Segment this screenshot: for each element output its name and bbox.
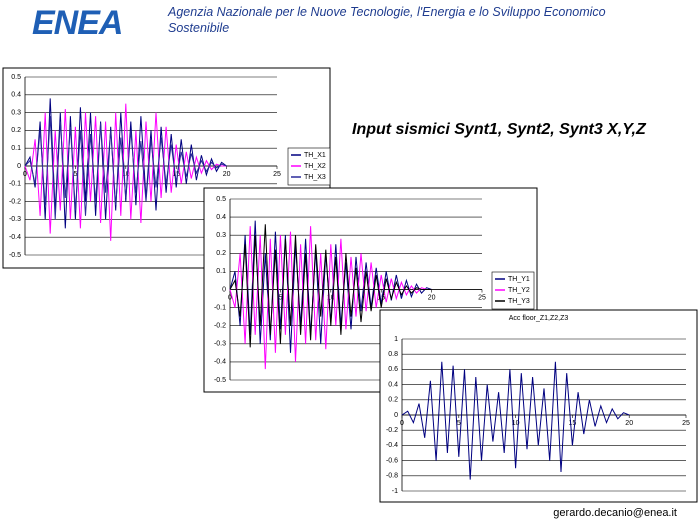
y-tick-label: 0.4: [11, 92, 21, 99]
y-tick-label: 0.3: [11, 109, 21, 116]
y-tick-label: 0: [222, 286, 226, 293]
y-tick-label: -0.6: [386, 457, 398, 464]
y-tick-label: 0.1: [216, 268, 226, 275]
legend-label: TH_Y1: [508, 276, 530, 283]
slide-title: Input sismici Synt1, Synt2, Synt3 X,Y,Z: [352, 121, 647, 138]
x-tick-label: 5: [73, 171, 77, 178]
y-tick-label: 0.2: [216, 250, 226, 257]
x-tick-label: 5: [457, 420, 461, 427]
x-tick-label: 10: [122, 171, 130, 178]
y-tick-label: 1: [394, 336, 398, 343]
y-tick-label: 0.5: [216, 196, 226, 203]
y-tick-label: -0.3: [9, 216, 21, 223]
x-tick-label: 25: [478, 294, 486, 301]
y-tick-label: -0.2: [214, 323, 226, 330]
footer-email: gerardo.decanio@enea.it: [553, 507, 677, 519]
y-tick-label: -0.3: [214, 341, 226, 348]
y-tick-label: 0.4: [216, 214, 226, 221]
legend-label: TH_X2: [304, 163, 326, 170]
x-tick-label: 0: [400, 420, 404, 427]
y-tick-label: -0.4: [386, 442, 398, 449]
legend-label: TH_Y2: [508, 287, 530, 294]
y-tick-label: 0: [394, 412, 398, 419]
y-tick-label: 0.1: [11, 145, 21, 152]
y-tick-label: 0.5: [11, 74, 21, 81]
series-line: [24, 116, 227, 220]
charts: -0.5-0.4-0.3-0.2-0.100.10.20.30.40.50 5 10…: [2, 67, 698, 503]
series-line: [24, 103, 227, 241]
x-tick-label: 0: [228, 294, 232, 301]
x-tick-label: 10: [327, 294, 335, 301]
x-tick-label: 15: [569, 420, 577, 427]
legend-label: TH_X3: [304, 174, 326, 181]
x-tick-label: 25: [682, 420, 690, 427]
y-tick-label: -0.8: [386, 473, 398, 480]
x-tick-label: 0: [23, 171, 27, 178]
y-tick-label: 0: [17, 163, 21, 170]
y-tick-label: -1: [392, 488, 398, 495]
series-line: [401, 361, 630, 480]
y-tick-label: 0.8: [388, 351, 398, 358]
y-tick-label: -0.5: [214, 377, 226, 384]
x-tick-label: 25: [273, 171, 281, 178]
y-tick-label: 0.2: [11, 127, 21, 134]
chart: -0.5-0.4-0.3-0.2-0.100.10.20.30.40.50 5 10…: [203, 187, 538, 393]
chart: -0.5-0.4-0.3-0.2-0.100.10.20.30.40.50 5 10…: [2, 67, 331, 269]
y-tick-label: 0.3: [216, 232, 226, 239]
y-tick-label: 0.6: [388, 366, 398, 373]
legend-label: TH_Y3: [508, 298, 530, 305]
y-tick-label: -0.5: [9, 252, 21, 259]
y-tick-label: -0.4: [9, 234, 21, 241]
x-tick-label: 20: [625, 420, 633, 427]
agency-title: Agenzia Nazionale per le Nuove Tecnologi…: [167, 5, 606, 19]
y-tick-label: -0.2: [386, 427, 398, 434]
y-tick-label: -0.1: [214, 304, 226, 311]
x-tick-label: 15: [172, 171, 180, 178]
y-tick-label: 0.2: [388, 397, 398, 404]
x-tick-label: 15: [377, 294, 385, 301]
x-tick-label: 5: [278, 294, 282, 301]
series-line: [229, 226, 432, 370]
x-tick-label: 20: [223, 171, 231, 178]
logo: ENEA: [32, 4, 122, 42]
y-tick-label: 0.4: [388, 381, 398, 388]
x-tick-label: 20: [428, 294, 436, 301]
chart-title: Acc floor_Z1,Z2,Z3: [509, 315, 569, 322]
x-tick-label: 10: [512, 420, 520, 427]
series-line: [229, 224, 432, 348]
chart: Acc floor_Z1,Z2,Z3-1-0.8-0.6-0.4-0.200.2…: [379, 309, 698, 503]
y-tick-label: -0.2: [9, 198, 21, 205]
agency-title: Sostenibile: [168, 21, 229, 35]
legend-label: TH_X1: [304, 152, 326, 159]
y-tick-label: -0.4: [214, 359, 226, 366]
y-tick-label: -0.1: [9, 181, 21, 188]
chart-frame: [379, 309, 698, 503]
